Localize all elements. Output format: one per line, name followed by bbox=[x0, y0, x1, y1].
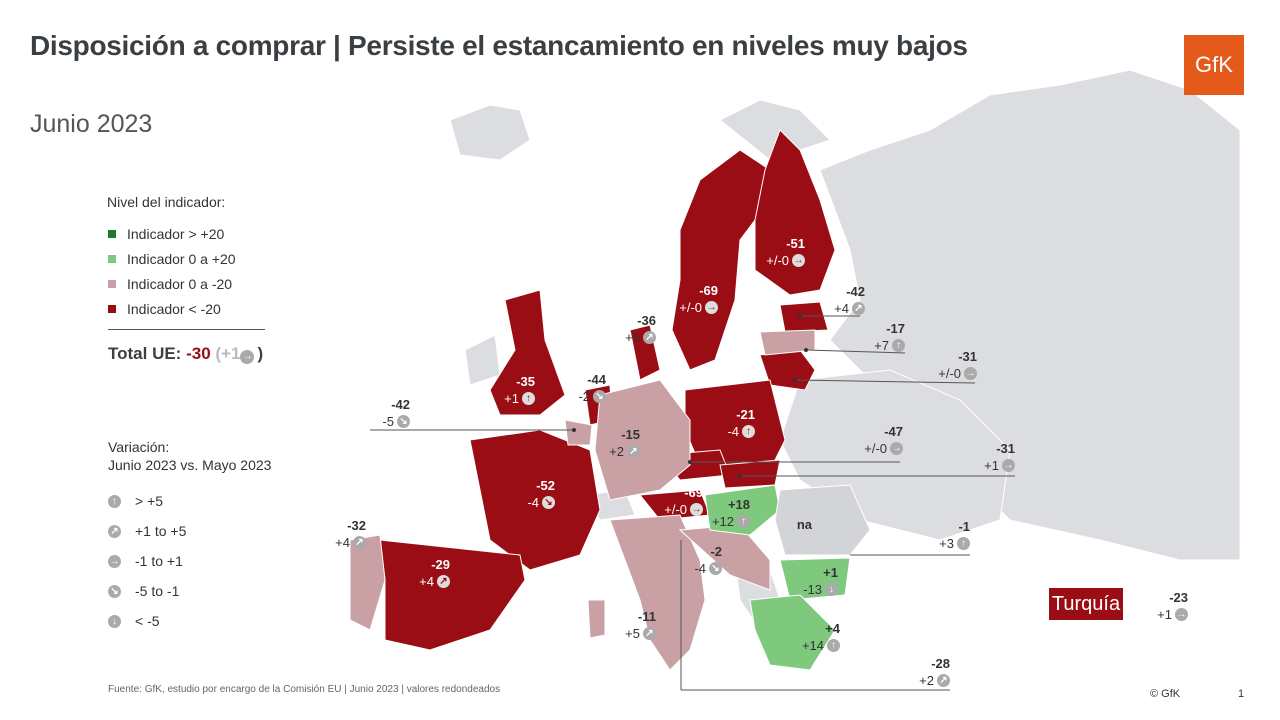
arrow-down-right-icon: ↘ bbox=[397, 415, 410, 428]
turkey-box: Turquía bbox=[1049, 588, 1123, 620]
country-label-austria: -69 +/-0 → bbox=[664, 485, 703, 517]
estonia-shape bbox=[779, 301, 829, 333]
legend-swatch-dark-green bbox=[108, 230, 116, 238]
france-shape bbox=[469, 429, 601, 571]
arrow-up-icon: ↑ bbox=[892, 339, 905, 352]
legend-item: Indicador 0 a +20 bbox=[108, 251, 236, 267]
country-label-czechia: -47 +/-0 → bbox=[864, 424, 903, 456]
country-label-latvia: -17 +7 ↑ bbox=[874, 321, 905, 353]
total-eu: Total UE: -30 (+1 →) bbox=[108, 344, 264, 364]
country-label-cyprus: -28 +2 ↗ bbox=[919, 656, 950, 688]
arrow-up-icon: ↑ bbox=[742, 425, 755, 438]
arrow-up-icon: ↑ bbox=[522, 392, 535, 405]
arrow-up-icon: ↑ bbox=[108, 494, 121, 508]
uk-shape bbox=[489, 289, 566, 416]
arrow-up-right-icon: ↗ bbox=[108, 524, 121, 538]
country-label-sweden: -69 +/-0 → bbox=[679, 283, 718, 315]
germany-shape bbox=[594, 379, 691, 501]
iceland-shape bbox=[449, 104, 531, 161]
legend-swatch-light-green bbox=[108, 255, 116, 263]
source-footnote: Fuente: GfK, estudio por encargo de la C… bbox=[108, 684, 501, 695]
country-label-lithuania: -31 +/-0 → bbox=[938, 349, 977, 381]
arrow-up-right-icon: ↗ bbox=[353, 536, 366, 549]
country-label-germany: -15 +2 ↗ bbox=[609, 427, 640, 459]
arrow-up-icon: ↑ bbox=[957, 537, 970, 550]
belgium-shape bbox=[564, 419, 593, 446]
arrow-right-icon: → bbox=[1002, 459, 1015, 472]
norway-sweden-shape bbox=[671, 149, 771, 371]
portugal-shape bbox=[349, 534, 386, 631]
country-label-romania: na bbox=[796, 517, 812, 532]
country-label-netherlands: -44 -2 ↘ bbox=[578, 372, 606, 404]
arrow-right-icon: → bbox=[705, 301, 718, 314]
page-subtitle: Junio 2023 bbox=[30, 110, 153, 138]
slovakia-shape bbox=[719, 459, 781, 489]
legend-item: Indicador < -20 bbox=[108, 301, 221, 317]
variation-item: ↑ > +5 bbox=[108, 493, 163, 509]
copyright: © GfK bbox=[1150, 688, 1181, 700]
variation-item: ↘ -5 to -1 bbox=[108, 583, 179, 599]
legend-swatch-pink bbox=[108, 280, 116, 288]
arrow-up-right-icon: ↗ bbox=[937, 674, 950, 687]
arrow-down-icon: ↓ bbox=[825, 583, 838, 596]
spain-shape bbox=[379, 539, 526, 651]
country-label-portugal: -32 +4 ↗ bbox=[335, 518, 366, 550]
arrow-right-icon: → bbox=[964, 367, 977, 380]
country-label-spain: -29 +4 ↗ bbox=[419, 557, 450, 589]
arrow-down-right-icon: ↘ bbox=[593, 390, 606, 403]
country-label-poland: -21 -4 ↑ bbox=[727, 407, 755, 439]
finland-shape bbox=[754, 129, 836, 296]
country-label-belgium: -42 -5 ↘ bbox=[382, 397, 410, 429]
arrow-up-right-icon: ↗ bbox=[627, 445, 640, 458]
page-number: 1 bbox=[1238, 688, 1245, 700]
arrow-right-icon: → bbox=[240, 350, 255, 364]
arrow-down-icon: ↓ bbox=[108, 614, 121, 628]
arrow-right-icon: → bbox=[890, 442, 903, 455]
country-label-finland: -51 +/-0 → bbox=[766, 236, 805, 268]
country-label-slovakia: -31 +1 → bbox=[984, 441, 1015, 473]
sardinia-shape bbox=[587, 599, 606, 639]
arrow-down-right-icon: ↘ bbox=[542, 496, 555, 509]
norway-north-shape bbox=[719, 99, 831, 161]
arrow-up-icon: ↑ bbox=[827, 639, 840, 652]
country-label-croatia: -2 -4 ↘ bbox=[694, 544, 722, 576]
country-label-italy: -11 +5 ↗ bbox=[625, 609, 656, 641]
country-label-estonia: -42 +4 ↗ bbox=[834, 284, 865, 316]
variation-item: → -1 to +1 bbox=[108, 553, 183, 569]
gfk-logo: GfK bbox=[1184, 35, 1244, 95]
total-change: (+1 bbox=[215, 344, 241, 363]
country-label-denmark: -36 +5 ↗ bbox=[625, 313, 656, 345]
arrow-right-icon: → bbox=[108, 554, 121, 568]
arrow-right-icon: → bbox=[690, 503, 703, 516]
arrow-up-right-icon: ↗ bbox=[852, 302, 865, 315]
country-label-france: -52 -4 ↘ bbox=[527, 478, 555, 510]
country-label-hungary: +18 +12 ↑ bbox=[711, 497, 750, 529]
legend-swatch-dark-red bbox=[108, 305, 116, 313]
variation-item: ↗ +1 to +5 bbox=[108, 523, 186, 539]
arrow-down-right-icon: ↘ bbox=[709, 562, 722, 575]
legend-title: Nivel del indicador: bbox=[107, 194, 226, 210]
arrow-down-right-icon: ↘ bbox=[108, 584, 121, 598]
arrow-right-icon: → bbox=[792, 254, 805, 267]
arrow-right-icon: → bbox=[1175, 608, 1188, 621]
hungary-shape bbox=[704, 484, 781, 536]
arrow-up-right-icon: ↗ bbox=[437, 575, 450, 588]
legend-item: Indicador > +20 bbox=[108, 226, 224, 242]
country-label-moldova: -1 +3 ↑ bbox=[939, 519, 970, 551]
greece-shape bbox=[749, 594, 836, 671]
country-label-uk: -35 +1 ↑ bbox=[504, 374, 535, 406]
arrow-up-right-icon: ↗ bbox=[643, 627, 656, 640]
arrow-up-icon: ↑ bbox=[737, 515, 750, 528]
legend-item: Indicador 0 a -20 bbox=[108, 276, 232, 292]
page-title: Disposición a comprar | Persiste el esta… bbox=[30, 30, 968, 61]
total-value: -30 bbox=[186, 344, 211, 363]
country-label-bulgaria: +1 -13 ↓ bbox=[803, 565, 838, 597]
arrow-up-right-icon: ↗ bbox=[643, 331, 656, 344]
country-label-turkey: -23 +1 → bbox=[1157, 590, 1188, 622]
variation-item: ↓ < -5 bbox=[108, 613, 160, 629]
country-label-greece: +4 +14 ↑ bbox=[801, 621, 840, 653]
legend-divider bbox=[108, 329, 265, 330]
variation-title: Variación: Junio 2023 vs. Mayo 2023 bbox=[108, 439, 272, 473]
